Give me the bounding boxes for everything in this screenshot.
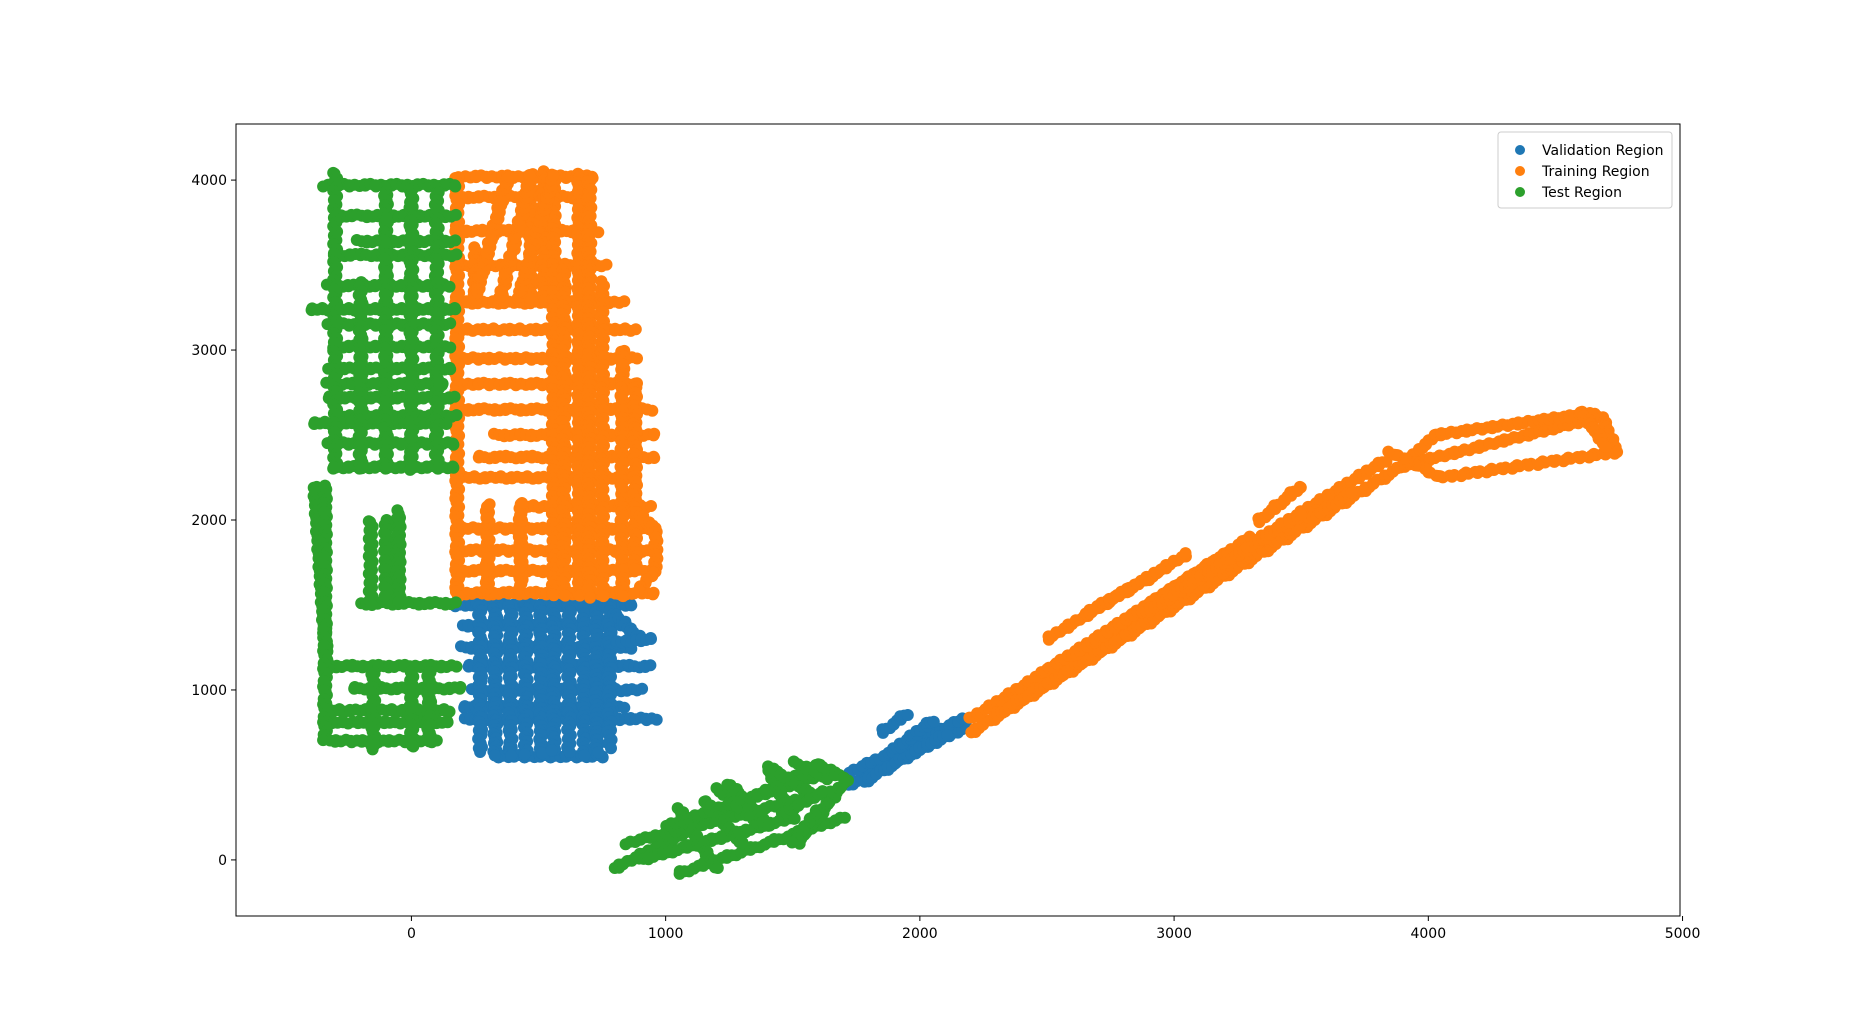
scatter-point: [545, 744, 558, 757]
scatter-point: [1293, 480, 1306, 493]
scatter-point: [449, 596, 462, 609]
scatter-point: [645, 633, 657, 645]
scatter-point: [505, 749, 518, 762]
scatter-point: [631, 352, 643, 365]
scatter-point: [646, 404, 659, 417]
series-1: [449, 165, 1624, 739]
scatter-point: [447, 438, 460, 451]
scatter-point: [1599, 440, 1612, 453]
scatter-point: [449, 234, 462, 247]
scatter-point: [450, 409, 463, 422]
scatter-point: [449, 208, 462, 221]
scatter-point: [450, 248, 463, 261]
scatter-point: [474, 746, 487, 758]
scatter-points: [305, 165, 1624, 880]
scatter-point: [1345, 486, 1358, 499]
scatter-point: [584, 591, 596, 604]
scatter-point: [448, 390, 461, 403]
scatter-point: [447, 461, 460, 474]
scatter-point: [592, 746, 605, 759]
scatter-point: [518, 748, 531, 761]
scatter-point: [444, 317, 457, 330]
scatter-point: [1382, 445, 1395, 458]
scatter-point: [645, 500, 657, 512]
scatter-point: [618, 701, 631, 714]
scatter-point: [1295, 508, 1308, 521]
scatter-point: [927, 715, 940, 728]
scatter-point: [636, 682, 649, 695]
scatter-point: [444, 363, 457, 376]
scatter-point: [648, 452, 661, 464]
scatter-point: [454, 681, 467, 693]
series-0: [449, 594, 973, 791]
scatter-point: [547, 169, 560, 182]
scatter-point: [618, 295, 631, 308]
scatter-point: [647, 586, 660, 599]
scatter-point: [578, 749, 591, 762]
scatter-point: [523, 169, 536, 182]
scatter-point: [629, 323, 642, 336]
scatter-point: [625, 599, 638, 612]
scatter-point: [941, 729, 954, 742]
scatter-point: [444, 341, 457, 354]
scatter-point: [629, 563, 642, 576]
scatter-point: [449, 303, 462, 316]
scatter-point: [1179, 547, 1192, 560]
scatter-point: [516, 497, 528, 509]
scatter-point: [648, 427, 661, 440]
scatter-point: [483, 498, 496, 511]
scatter-point: [488, 749, 501, 762]
scatter-point: [650, 713, 663, 726]
scatter-point: [443, 280, 456, 293]
scatter-point: [559, 589, 572, 602]
scatter-point: [605, 742, 617, 755]
scatter-point: [449, 180, 462, 193]
scatter-point: [503, 171, 516, 184]
scatter-point: [627, 587, 640, 600]
scatter-point: [644, 659, 657, 672]
scatter-point: [563, 746, 576, 758]
scatter-point: [901, 709, 914, 721]
scatter-point: [597, 590, 610, 603]
scatter-point: [1154, 563, 1167, 576]
scatter-point: [600, 258, 613, 271]
scatter-point: [450, 660, 463, 673]
scatter-point: [617, 590, 630, 603]
scatter-point: [536, 747, 549, 760]
